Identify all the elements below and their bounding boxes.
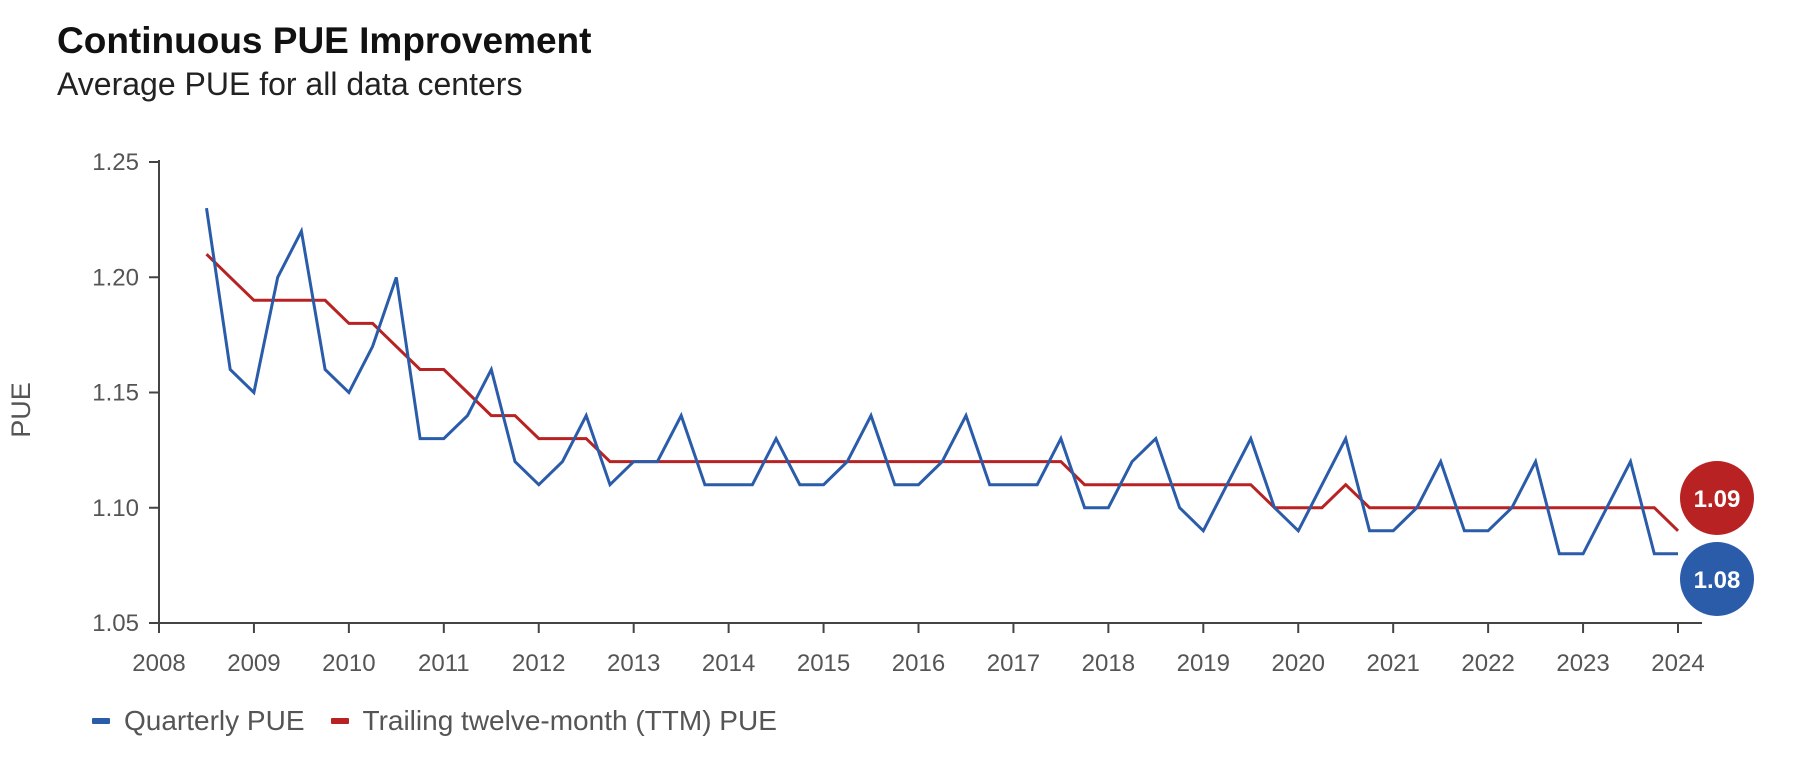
x-tick-label: 2013 [607, 650, 660, 677]
legend: Quarterly PUE Trailing twelve-month (TTM… [92, 705, 803, 737]
y-tick-label: 1.15 [92, 380, 139, 407]
x-tick-label: 2022 [1461, 650, 1514, 677]
y-tick-label: 1.25 [92, 149, 139, 176]
x-tick-label: 2020 [1272, 650, 1325, 677]
y-tick-label: 1.20 [92, 264, 139, 291]
x-tick-label: 2016 [892, 650, 945, 677]
end-label-quarterly: 1.08 [1694, 567, 1741, 594]
chart-title: Continuous PUE Improvement [57, 20, 592, 61]
x-tick-label: 2009 [227, 650, 280, 677]
x-tick-label: 2021 [1366, 650, 1419, 677]
x-tick-label: 2024 [1651, 650, 1704, 677]
x-tick-label: 2023 [1556, 650, 1609, 677]
legend-label-ttm: Trailing twelve-month (TTM) PUE [362, 705, 777, 736]
x-tick-label: 2017 [987, 650, 1040, 677]
x-axis-ticks: 2008 2009 2010 2011 2012 2013 2014 2015 2016 2017… [132, 623, 1705, 677]
y-tick-label: 1.05 [92, 610, 139, 637]
legend-swatch-ttm [330, 718, 349, 724]
end-bubble-quarterly [1680, 542, 1754, 616]
x-tick-label: 2011 [418, 650, 470, 677]
end-value-labels: 1.09 1.08 [1680, 461, 1754, 616]
series-layer [205, 207, 1680, 556]
x-tick-label: 2010 [322, 650, 375, 677]
legend-item-quarterly: Quarterly PUE [92, 705, 305, 737]
x-tick-label: 2012 [512, 650, 565, 677]
y-tick-label: 1.10 [92, 495, 139, 522]
end-label-ttm: 1.09 [1694, 486, 1741, 513]
series-line-quarterly [205, 207, 1678, 556]
x-tick-label: 2015 [797, 650, 850, 677]
legend-item-ttm: Trailing twelve-month (TTM) PUE [330, 705, 777, 737]
legend-label-quarterly: Quarterly PUE [124, 705, 305, 736]
series-line-ttm [205, 253, 1680, 532]
legend-swatch-quarterly [92, 718, 110, 724]
chart-subtitle: Average PUE for all data centers [57, 66, 523, 102]
x-tick-label: 2019 [1177, 650, 1230, 677]
x-tick-label: 2014 [702, 650, 755, 677]
end-bubble-ttm [1680, 461, 1754, 535]
x-tick-label: 2018 [1082, 650, 1135, 677]
y-axis-ticks: 1.05 1.10 1.15 1.20 1.25 [92, 149, 159, 637]
y-axis-title: PUE [6, 382, 36, 438]
x-tick-label: 2008 [132, 650, 185, 677]
